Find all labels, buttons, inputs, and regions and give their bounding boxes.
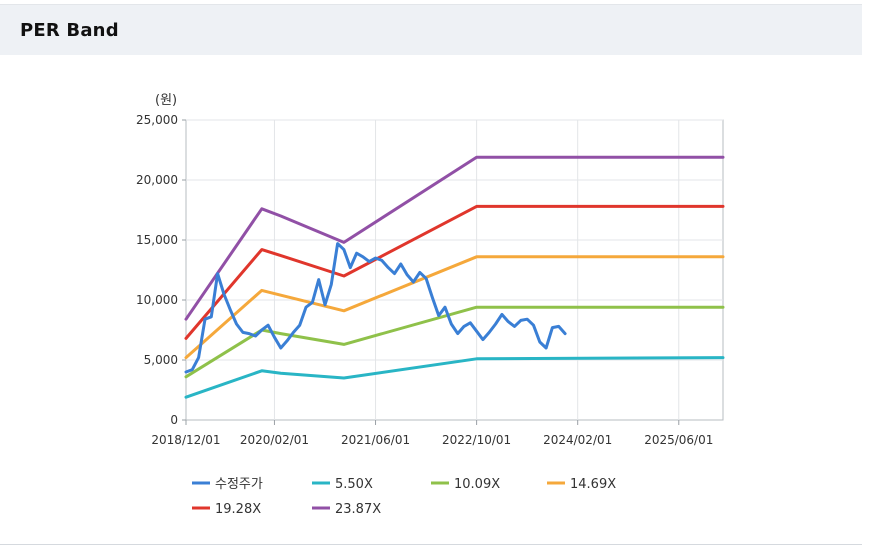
- x-tick-label: 2024/02/01: [543, 433, 612, 447]
- x-tick-label: 2025/06/01: [644, 433, 713, 447]
- legend-label: 5.50X: [335, 477, 373, 492]
- x-tick-label: 2022/10/01: [442, 433, 511, 447]
- y-tick-label: 25,000: [136, 113, 178, 127]
- x-tick-label: 2021/06/01: [341, 433, 410, 447]
- series-line-10.09X: [184, 305, 725, 379]
- axes: (원) 25,000 20,000 15,000 10,000 5,000 0 2018/12…: [136, 93, 713, 447]
- legend-label: 10.09X: [454, 477, 500, 492]
- y-tick-label: 0: [170, 413, 178, 427]
- panel-divider: [0, 544, 862, 545]
- legend-label: 23.87X: [335, 502, 381, 517]
- y-tick-label: 15,000: [136, 233, 178, 247]
- y-axis-unit-label: (원): [155, 93, 177, 108]
- series-line-19.28X: [184, 204, 725, 340]
- panel-header: PER Band: [0, 5, 862, 55]
- legend-label: 19.28X: [215, 502, 261, 517]
- x-tick-label: 2018/12/01: [151, 433, 220, 447]
- series-line-23.87X: [184, 155, 725, 321]
- x-tick-label: 2020/02/01: [240, 433, 309, 447]
- series-line-수정주가: [184, 242, 567, 374]
- series-line-5.50X: [184, 356, 725, 399]
- y-tick-label: 5,000: [144, 353, 178, 367]
- plot-area: [185, 119, 724, 421]
- panel-title: PER Band: [20, 20, 119, 41]
- series-lines: [184, 155, 725, 399]
- grid-lines: [185, 119, 724, 421]
- legend: 수정주가 5.50X 10.09X 14.69X 19.28X 23.87X: [192, 477, 616, 517]
- y-tick-label: 10,000: [136, 293, 178, 307]
- legend-label: 수정주가: [215, 477, 263, 492]
- y-tick-label: 20,000: [136, 173, 178, 187]
- legend-label: 14.69X: [570, 477, 616, 492]
